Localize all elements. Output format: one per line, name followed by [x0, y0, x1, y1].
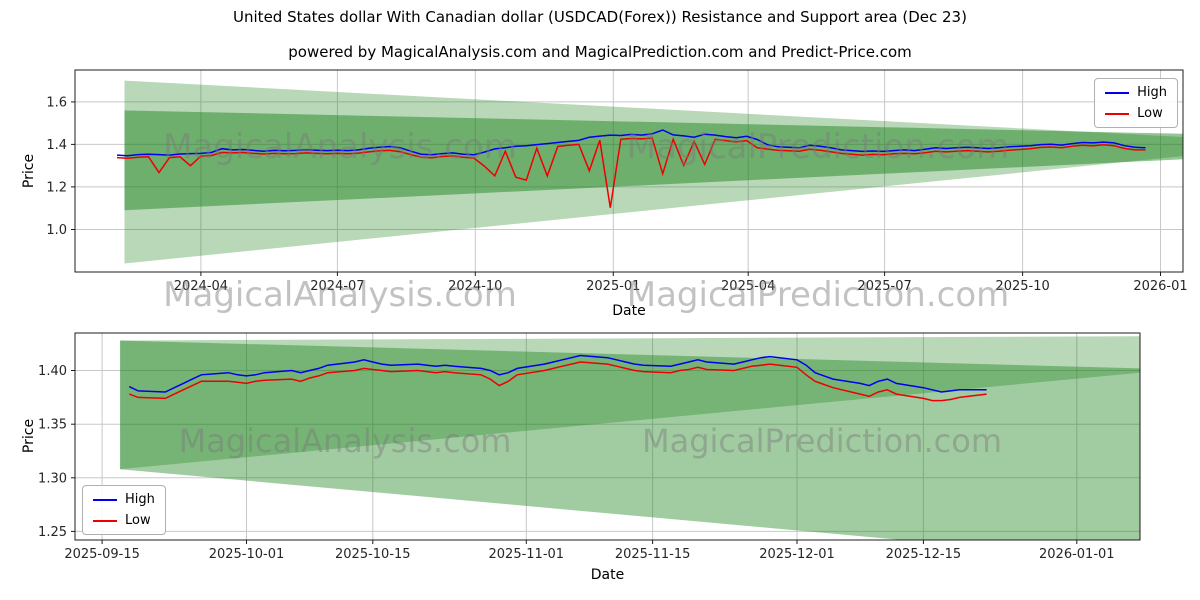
- svg-text:2025-09-15: 2025-09-15: [64, 547, 140, 562]
- legend-bottom-chart: High Low: [82, 485, 166, 535]
- figure-subtitle: powered by MagicalAnalysis.com and Magic…: [288, 43, 912, 61]
- high-line-swatch: [1105, 91, 1130, 94]
- legend-item-high: High: [1105, 85, 1167, 100]
- svg-text:2025-12-15: 2025-12-15: [886, 547, 962, 562]
- watermark-text: MagicalPrediction.com: [626, 127, 1010, 167]
- svg-text:2024-07: 2024-07: [310, 279, 364, 294]
- legend-label-low: Low: [1137, 106, 1163, 121]
- svg-text:1.25: 1.25: [38, 525, 67, 540]
- grid-lines: [75, 70, 1183, 272]
- low-line-swatch: [93, 519, 117, 522]
- watermark-text: MagicalAnalysis.com: [178, 422, 512, 460]
- bottom-chart-xlabel: Date: [590, 567, 625, 583]
- figure-title: United States dollar With Canadian dolla…: [233, 8, 967, 26]
- svg-text:2025-12-01: 2025-12-01: [759, 547, 835, 562]
- high-line-swatch: [93, 498, 117, 501]
- svg-text:2024-10: 2024-10: [448, 279, 502, 294]
- svg-text:2024-04: 2024-04: [174, 279, 228, 294]
- svg-text:2025-11-01: 2025-11-01: [489, 547, 565, 562]
- legend-top-chart: High Low: [1094, 78, 1178, 128]
- support-resistance-band: [124, 110, 1183, 211]
- tick-labels: 2025-09-15 2025-10-01 2025-10-15 2025-11-01…: [38, 364, 1115, 562]
- low-line-swatch: [1105, 112, 1130, 115]
- svg-text:2026-01-01: 2026-01-01: [1039, 547, 1115, 562]
- series-line-low: [116, 137, 1146, 208]
- svg-text:1.6: 1.6: [46, 95, 67, 110]
- series-line-low: [128, 361, 987, 402]
- top-chart-ylabel: Price: [21, 153, 37, 189]
- usdcad-recent-chart: 2025-09-15 2025-10-01 2025-10-15 2025-11-01…: [38, 332, 1141, 562]
- svg-text:1.2: 1.2: [46, 180, 67, 195]
- legend-label-high: High: [125, 492, 155, 507]
- watermark-text: MagicalPrediction.com: [642, 422, 1002, 460]
- legend-item-low: Low: [1105, 106, 1167, 121]
- svg-text:2026-01: 2026-01: [1133, 279, 1187, 294]
- svg-text:1.0: 1.0: [46, 223, 67, 238]
- svg-text:1.35: 1.35: [38, 418, 67, 433]
- series-line-high: [116, 129, 1146, 157]
- tick-labels: 2024-04 2024-07 2024-10 2025-01 2025-04 2025-…: [46, 95, 1187, 294]
- series-line-high: [128, 354, 987, 393]
- legend-item-high: High: [93, 492, 155, 507]
- top-chart-xlabel: Date: [612, 303, 646, 319]
- legend-label-high: High: [1137, 85, 1167, 100]
- usdcad-longterm-chart: 2024-04 2024-07 2024-10 2025-01 2025-04 2025-…: [46, 69, 1188, 294]
- plot-border: [74, 332, 1141, 541]
- svg-text:1.4: 1.4: [46, 138, 67, 153]
- support-resistance-band: [124, 80, 1183, 264]
- plot-border: [74, 69, 1184, 273]
- svg-text:2025-10-15: 2025-10-15: [335, 547, 411, 562]
- svg-text:2025-04: 2025-04: [721, 279, 775, 294]
- legend-label-low: Low: [125, 513, 151, 528]
- svg-text:2025-07: 2025-07: [857, 279, 911, 294]
- svg-text:2025-11-15: 2025-11-15: [615, 547, 691, 562]
- svg-text:2025-01: 2025-01: [586, 279, 640, 294]
- watermark-text: MagicalAnalysis.com: [163, 127, 517, 167]
- svg-text:2025-10-01: 2025-10-01: [209, 547, 285, 562]
- svg-text:1.30: 1.30: [38, 471, 67, 486]
- watermark-text: MagicalPrediction.com: [626, 275, 1010, 315]
- watermark-text: MagicalAnalysis.com: [163, 275, 517, 315]
- bottom-chart-ylabel: Price: [21, 418, 37, 454]
- svg-text:2025-10: 2025-10: [995, 279, 1049, 294]
- svg-text:1.40: 1.40: [38, 364, 67, 379]
- grid-lines: [75, 333, 1140, 540]
- legend-item-low: Low: [93, 513, 155, 528]
